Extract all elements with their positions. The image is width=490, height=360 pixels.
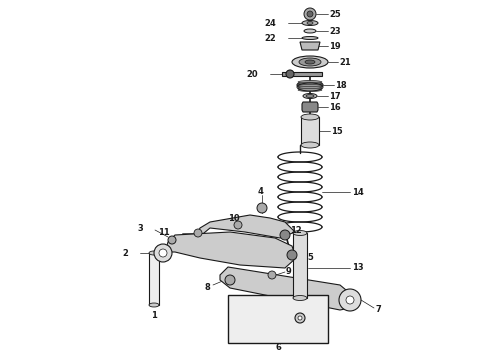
Circle shape xyxy=(287,250,297,260)
Text: 25: 25 xyxy=(329,9,341,18)
Ellipse shape xyxy=(304,29,316,33)
Circle shape xyxy=(194,229,202,237)
Text: 7: 7 xyxy=(376,306,382,315)
Bar xyxy=(301,117,319,145)
Ellipse shape xyxy=(306,95,314,98)
Text: 13: 13 xyxy=(352,264,364,273)
Polygon shape xyxy=(165,232,296,268)
Circle shape xyxy=(339,289,361,311)
Polygon shape xyxy=(282,72,322,76)
Text: 1: 1 xyxy=(151,310,157,320)
Text: 12: 12 xyxy=(290,225,302,234)
Ellipse shape xyxy=(149,251,159,255)
Ellipse shape xyxy=(298,82,322,86)
Circle shape xyxy=(154,244,172,262)
Ellipse shape xyxy=(298,85,322,87)
Text: 19: 19 xyxy=(329,41,341,50)
Circle shape xyxy=(257,203,267,213)
Ellipse shape xyxy=(301,142,319,148)
Circle shape xyxy=(307,11,313,17)
Ellipse shape xyxy=(149,303,159,307)
Polygon shape xyxy=(302,102,318,112)
Text: 24: 24 xyxy=(264,18,276,27)
Text: 14: 14 xyxy=(352,188,364,197)
Text: 4: 4 xyxy=(258,186,264,195)
Text: 18: 18 xyxy=(335,81,346,90)
Polygon shape xyxy=(195,215,295,238)
Text: 8: 8 xyxy=(204,283,210,292)
Circle shape xyxy=(168,236,176,244)
Bar xyxy=(228,295,328,343)
Ellipse shape xyxy=(293,296,307,301)
Ellipse shape xyxy=(297,81,323,89)
Ellipse shape xyxy=(303,94,317,99)
Ellipse shape xyxy=(302,36,318,40)
Ellipse shape xyxy=(302,21,318,26)
Text: 21: 21 xyxy=(339,58,351,67)
Ellipse shape xyxy=(292,56,328,68)
Circle shape xyxy=(346,296,354,304)
Circle shape xyxy=(280,230,290,240)
Circle shape xyxy=(304,8,316,20)
Ellipse shape xyxy=(305,60,315,64)
Text: 23: 23 xyxy=(329,27,341,36)
Bar xyxy=(293,233,307,298)
Ellipse shape xyxy=(293,230,307,235)
Text: 9: 9 xyxy=(286,266,292,275)
Polygon shape xyxy=(220,267,352,310)
Ellipse shape xyxy=(298,89,322,91)
Text: 5: 5 xyxy=(307,253,313,262)
Text: 15: 15 xyxy=(331,126,343,135)
Circle shape xyxy=(295,313,305,323)
Circle shape xyxy=(286,70,294,78)
Circle shape xyxy=(234,221,242,229)
Text: 3: 3 xyxy=(137,224,143,233)
Ellipse shape xyxy=(298,86,322,90)
Text: 16: 16 xyxy=(329,103,341,112)
Text: 20: 20 xyxy=(246,69,258,78)
Text: 10: 10 xyxy=(228,213,240,222)
Circle shape xyxy=(225,275,235,285)
Polygon shape xyxy=(300,42,320,50)
Text: 6: 6 xyxy=(275,343,281,352)
Text: 11: 11 xyxy=(158,228,170,237)
Circle shape xyxy=(298,316,302,320)
Bar xyxy=(149,253,159,305)
Ellipse shape xyxy=(307,22,313,24)
Ellipse shape xyxy=(298,81,322,84)
Ellipse shape xyxy=(299,58,321,66)
Text: 22: 22 xyxy=(264,33,276,42)
Circle shape xyxy=(159,249,167,257)
Ellipse shape xyxy=(301,114,319,120)
Text: 17: 17 xyxy=(329,91,341,100)
Text: 2: 2 xyxy=(122,248,128,257)
Circle shape xyxy=(268,271,276,279)
